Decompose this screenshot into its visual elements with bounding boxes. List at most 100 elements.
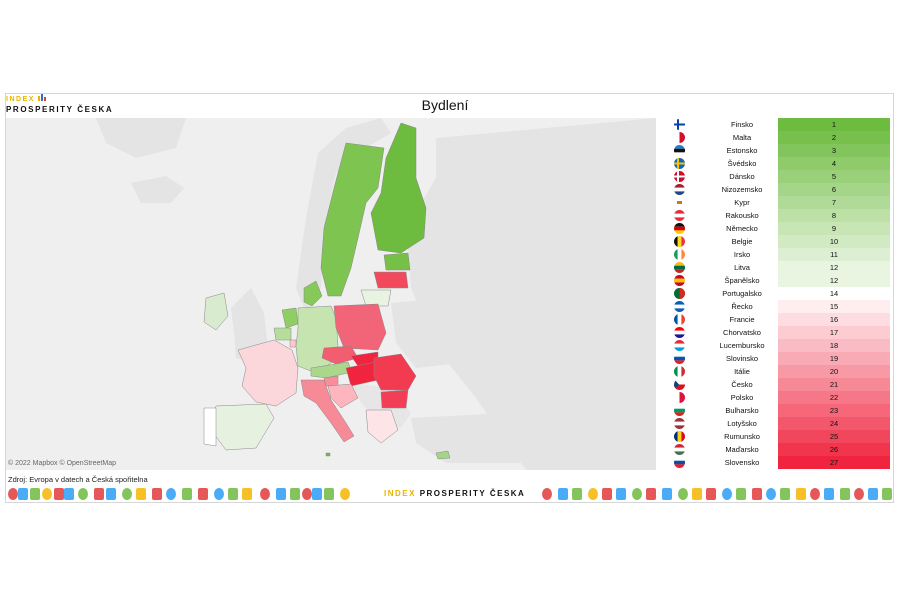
country-name: Lotyšsko: [727, 419, 757, 428]
country-name: Dánsko: [729, 172, 755, 181]
ranking-row[interactable]: Lucembursko 18: [672, 339, 892, 352]
flag-fr-icon: [674, 314, 685, 325]
country-bulgaria[interactable]: [380, 389, 409, 409]
rank-value: 10: [778, 235, 890, 248]
footer-decoration-icon: [290, 488, 300, 500]
ranking-row[interactable]: Řecko 15: [672, 300, 892, 313]
flag-fi-icon: [674, 119, 685, 130]
country-croatia[interactable]: [327, 383, 359, 409]
ranking-row[interactable]: Rumunsko 25: [672, 430, 892, 443]
rank-value: 9: [778, 222, 890, 235]
footer-decoration-icon: [752, 488, 762, 500]
country-name: Slovinsko: [725, 354, 759, 363]
country-finland[interactable]: [370, 122, 427, 254]
footer-decoration-icon: [678, 488, 688, 500]
country-name: Kypr: [734, 198, 750, 207]
country-name: Rakousko: [725, 211, 759, 220]
country-luxembourg[interactable]: [289, 339, 297, 348]
country-cyprus[interactable]: [435, 450, 451, 460]
land-ukraine: [391, 298, 476, 368]
country-sweden[interactable]: [320, 142, 385, 297]
ranking-row[interactable]: Estonsko 3: [672, 144, 892, 157]
rank-value: 6: [778, 183, 890, 196]
ranking-row[interactable]: Kypr 7: [672, 196, 892, 209]
flag-lu-icon: [674, 340, 685, 351]
rank-value: 7: [778, 196, 890, 209]
rank-value: 19: [778, 352, 890, 365]
flag-cy-icon: [674, 197, 685, 208]
ranking-row[interactable]: Nizozemsko 6: [672, 183, 892, 196]
footer-decoration-icon: [542, 488, 552, 500]
ranking-row[interactable]: Finsko 1: [672, 118, 892, 131]
country-italy[interactable]: [300, 379, 355, 443]
ranking-row[interactable]: Bulharsko 23: [672, 404, 892, 417]
country-malta[interactable]: [325, 452, 331, 457]
footer-decoration-icon: [302, 488, 312, 500]
flag-lv-icon: [674, 418, 685, 429]
footer-decoration-icon: [780, 488, 790, 500]
country-greece[interactable]: [365, 409, 399, 444]
country-portugal[interactable]: [203, 407, 217, 447]
footer-decoration-icon: [106, 488, 116, 500]
ranking-row[interactable]: Itálie 20: [672, 365, 892, 378]
country-ireland[interactable]: [203, 292, 229, 331]
rank-value: 12: [778, 274, 890, 287]
country-poland[interactable]: [333, 303, 387, 351]
ranking-row[interactable]: Maďarsko 26: [672, 443, 892, 456]
flag-mt-icon: [674, 132, 685, 143]
country-slovenia[interactable]: [323, 375, 339, 387]
rank-value: 22: [778, 391, 890, 404]
footer-decoration-icon: [706, 488, 716, 500]
country-name: Francie: [729, 315, 755, 324]
country-austria[interactable]: [310, 361, 353, 379]
ranking-row[interactable]: Německo 9: [672, 222, 892, 235]
ranking-row[interactable]: Slovinsko 19: [672, 352, 892, 365]
ranking-row[interactable]: Polsko 22: [672, 391, 892, 404]
rank-value: 12: [778, 261, 890, 274]
country-czechia[interactable]: [321, 345, 359, 365]
ranking-row[interactable]: Česko 21: [672, 378, 892, 391]
logo-line-2: PROSPERITY ČESKA: [6, 105, 114, 114]
ranking-row[interactable]: Portugalsko 14: [672, 287, 892, 300]
ranking-row[interactable]: Lotyšsko 24: [672, 417, 892, 430]
flag-si-icon: [674, 353, 685, 364]
footer-decoration-icon: [42, 488, 52, 500]
flag-ro-icon: [674, 431, 685, 442]
ranking-row[interactable]: Španělsko 12: [672, 274, 892, 287]
rank-value: 3: [778, 144, 890, 157]
ranking-row[interactable]: Belgie 10: [672, 235, 892, 248]
ranking-row[interactable]: Irsko 11: [672, 248, 892, 261]
ranking-row[interactable]: Chorvatsko 17: [672, 326, 892, 339]
country-estonia[interactable]: [383, 252, 411, 271]
country-france[interactable]: [237, 339, 299, 407]
map-attribution[interactable]: © 2022 Mapbox © OpenStreetMap: [8, 460, 116, 467]
ranking-row[interactable]: Slovensko 27: [672, 456, 892, 469]
ranking-row[interactable]: Francie 16: [672, 313, 892, 326]
footer-decoration-icon: [796, 488, 806, 500]
country-name: Finsko: [730, 120, 754, 129]
footer-decoration-icon: [632, 488, 642, 500]
country-name: Slovensko: [724, 458, 760, 467]
footer-decoration-icon: [78, 488, 88, 500]
country-latvia[interactable]: [373, 271, 409, 289]
country-belgium[interactable]: [273, 327, 292, 341]
ranking-row[interactable]: Rakousko 8: [672, 209, 892, 222]
ranking-row[interactable]: Švédsko 4: [672, 157, 892, 170]
ranking-row[interactable]: Dánsko 5: [672, 170, 892, 183]
ranking-row[interactable]: Malta 2: [672, 131, 892, 144]
footer-decoration-icon: [152, 488, 162, 500]
europe-map[interactable]: [6, 118, 656, 470]
footer-decoration-icon: [810, 488, 820, 500]
country-denmark[interactable]: [303, 280, 323, 307]
footer-decoration-icon: [766, 488, 776, 500]
flag-lt-icon: [674, 262, 685, 273]
country-name: Španělsko: [724, 276, 760, 285]
country-name: Belgie: [731, 237, 753, 246]
footer-decoration-icon: [214, 488, 224, 500]
ranking-row[interactable]: Litva 12: [672, 261, 892, 274]
land-russia: [406, 118, 656, 470]
footer-decoration-icon: [122, 488, 132, 500]
country-lithuania[interactable]: [360, 289, 392, 307]
land-iceland: [131, 176, 184, 203]
page-title: Bydlení: [421, 97, 469, 113]
